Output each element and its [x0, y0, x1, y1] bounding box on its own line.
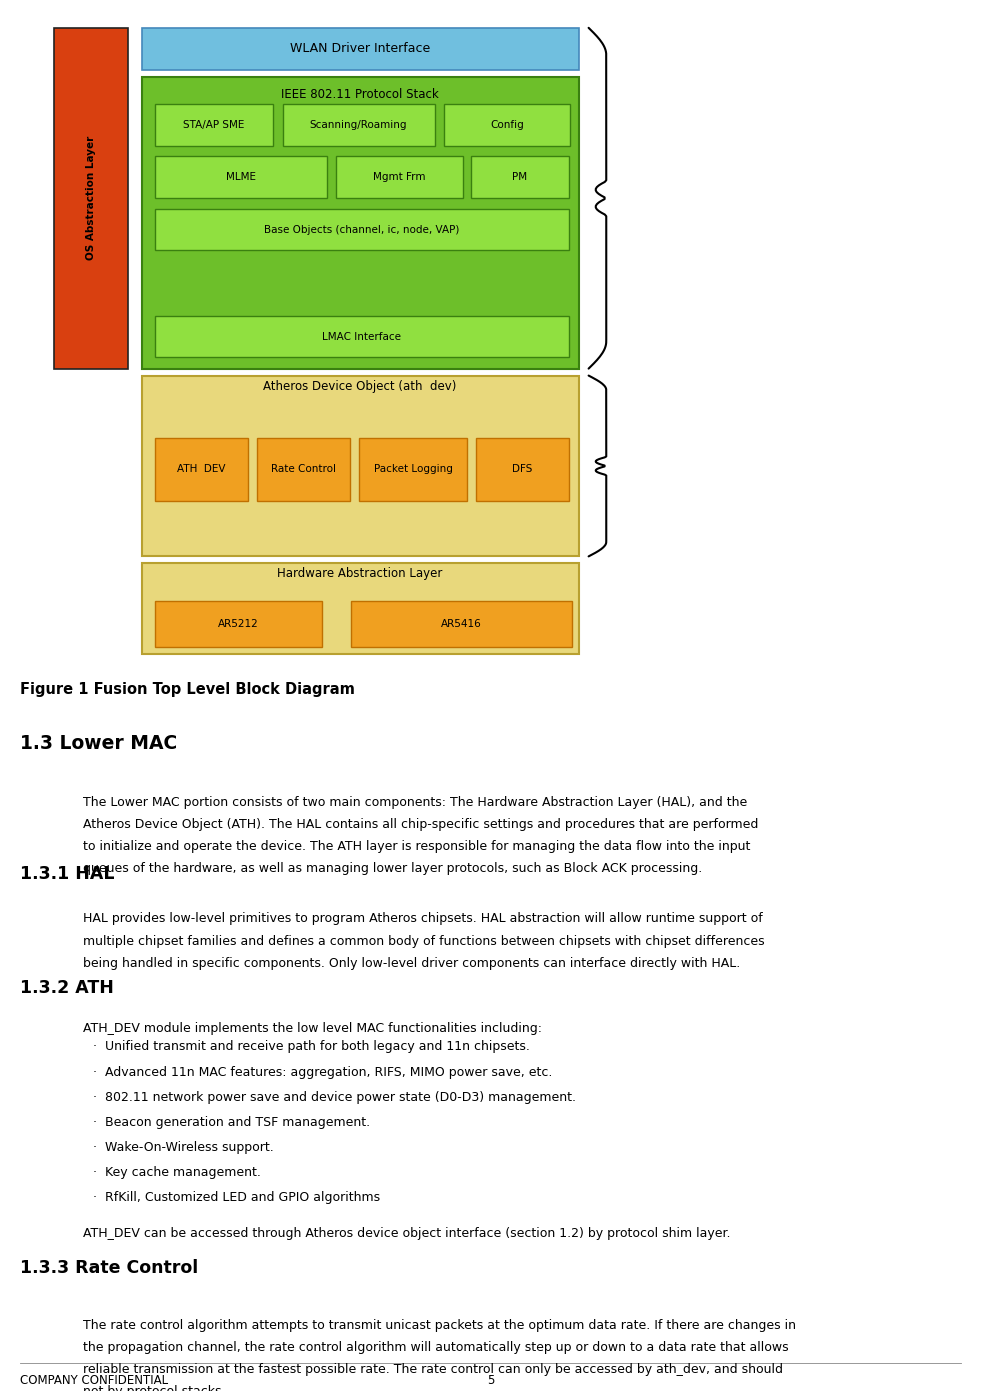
Text: 1.3 Lower MAC: 1.3 Lower MAC	[20, 734, 177, 754]
FancyBboxPatch shape	[336, 156, 463, 198]
Text: MLME: MLME	[226, 171, 256, 182]
Text: the propagation channel, the rate control algorithm will automatically step up o: the propagation channel, the rate contro…	[83, 1341, 789, 1353]
Text: ·  802.11 network power save and device power state (D0-D3) management.: · 802.11 network power save and device p…	[93, 1091, 576, 1103]
Text: ·  RfKill, Customized LED and GPIO algorithms: · RfKill, Customized LED and GPIO algori…	[93, 1191, 381, 1203]
FancyBboxPatch shape	[444, 104, 570, 146]
Text: WLAN Driver Interface: WLAN Driver Interface	[290, 42, 431, 56]
Text: ·  Beacon generation and TSF management.: · Beacon generation and TSF management.	[93, 1116, 370, 1128]
Text: 5: 5	[487, 1374, 494, 1387]
Text: Atheros Device Object (ATH). The HAL contains all chip-specific settings and pro: Atheros Device Object (ATH). The HAL con…	[83, 818, 758, 830]
Text: Packet Logging: Packet Logging	[374, 465, 452, 474]
Text: OS Abstraction Layer: OS Abstraction Layer	[85, 136, 96, 260]
Text: 1.3.3 Rate Control: 1.3.3 Rate Control	[20, 1259, 198, 1277]
FancyBboxPatch shape	[142, 376, 579, 556]
FancyBboxPatch shape	[142, 28, 579, 70]
Text: AR5212: AR5212	[218, 619, 259, 629]
FancyBboxPatch shape	[359, 438, 467, 501]
Text: ·  Key cache management.: · Key cache management.	[93, 1166, 261, 1178]
Text: queues of the hardware, as well as managing lower layer protocols, such as Block: queues of the hardware, as well as manag…	[83, 862, 702, 875]
FancyBboxPatch shape	[142, 563, 579, 654]
FancyBboxPatch shape	[54, 28, 128, 369]
Text: 1.3.2 ATH: 1.3.2 ATH	[20, 979, 114, 997]
Text: Figure 1 Fusion Top Level Block Diagram: Figure 1 Fusion Top Level Block Diagram	[20, 682, 354, 697]
Text: PM: PM	[512, 171, 528, 182]
FancyBboxPatch shape	[257, 438, 350, 501]
Text: IEEE 802.11 Protocol Stack: IEEE 802.11 Protocol Stack	[282, 88, 439, 102]
Text: ·  Unified transmit and receive path for both legacy and 11n chipsets.: · Unified transmit and receive path for …	[93, 1040, 530, 1053]
FancyBboxPatch shape	[476, 438, 569, 501]
Text: ATH_DEV module implements the low level MAC functionalities including:: ATH_DEV module implements the low level …	[83, 1022, 542, 1035]
FancyBboxPatch shape	[142, 77, 579, 369]
Text: LMAC Interface: LMAC Interface	[323, 331, 401, 342]
Text: ATH_DEV can be accessed through Atheros device object interface (section 1.2) by: ATH_DEV can be accessed through Atheros …	[83, 1227, 731, 1239]
Text: COMPANY CONFIDENTIAL: COMPANY CONFIDENTIAL	[20, 1374, 168, 1387]
FancyBboxPatch shape	[471, 156, 569, 198]
Text: Atheros Device Object (ath  dev): Atheros Device Object (ath dev)	[263, 380, 457, 394]
Text: multiple chipset families and defines a common body of functions between chipset: multiple chipset families and defines a …	[83, 935, 765, 947]
Text: HAL provides low-level primitives to program Atheros chipsets. HAL abstraction w: HAL provides low-level primitives to pro…	[83, 912, 763, 925]
Text: Mgmt Frm: Mgmt Frm	[373, 171, 426, 182]
FancyBboxPatch shape	[155, 156, 327, 198]
Text: The Lower MAC portion consists of two main components: The Hardware Abstraction : The Lower MAC portion consists of two ma…	[83, 796, 748, 808]
Text: Base Objects (channel, ic, node, VAP): Base Objects (channel, ic, node, VAP)	[264, 224, 460, 235]
Text: The rate control algorithm attempts to transmit unicast packets at the optimum d: The rate control algorithm attempts to t…	[83, 1319, 797, 1331]
FancyBboxPatch shape	[155, 316, 569, 357]
Text: Scanning/Roaming: Scanning/Roaming	[310, 120, 407, 131]
Text: ·  Wake-On-Wireless support.: · Wake-On-Wireless support.	[93, 1141, 274, 1153]
Text: ATH  DEV: ATH DEV	[178, 465, 226, 474]
Text: Rate Control: Rate Control	[271, 465, 336, 474]
Text: reliable transmission at the fastest possible rate. The rate control can only be: reliable transmission at the fastest pos…	[83, 1363, 784, 1376]
FancyBboxPatch shape	[283, 104, 435, 146]
FancyBboxPatch shape	[155, 601, 322, 647]
Text: AR5416: AR5416	[441, 619, 482, 629]
Text: being handled in specific components. Only low-level driver components can inter: being handled in specific components. On…	[83, 957, 741, 970]
Text: DFS: DFS	[512, 465, 533, 474]
Text: to initialize and operate the device. The ATH layer is responsible for managing : to initialize and operate the device. Th…	[83, 840, 750, 853]
Text: Config: Config	[490, 120, 524, 131]
Text: Hardware Abstraction Layer: Hardware Abstraction Layer	[278, 566, 442, 580]
FancyBboxPatch shape	[155, 209, 569, 250]
Text: 1.3.1 HAL: 1.3.1 HAL	[20, 865, 114, 883]
Text: STA/AP SME: STA/AP SME	[183, 120, 244, 131]
Text: not by protocol stacks.: not by protocol stacks.	[83, 1385, 226, 1391]
FancyBboxPatch shape	[155, 438, 248, 501]
FancyBboxPatch shape	[351, 601, 572, 647]
FancyBboxPatch shape	[155, 104, 273, 146]
Text: ·  Advanced 11n MAC features: aggregation, RIFS, MIMO power save, etc.: · Advanced 11n MAC features: aggregation…	[93, 1066, 552, 1078]
